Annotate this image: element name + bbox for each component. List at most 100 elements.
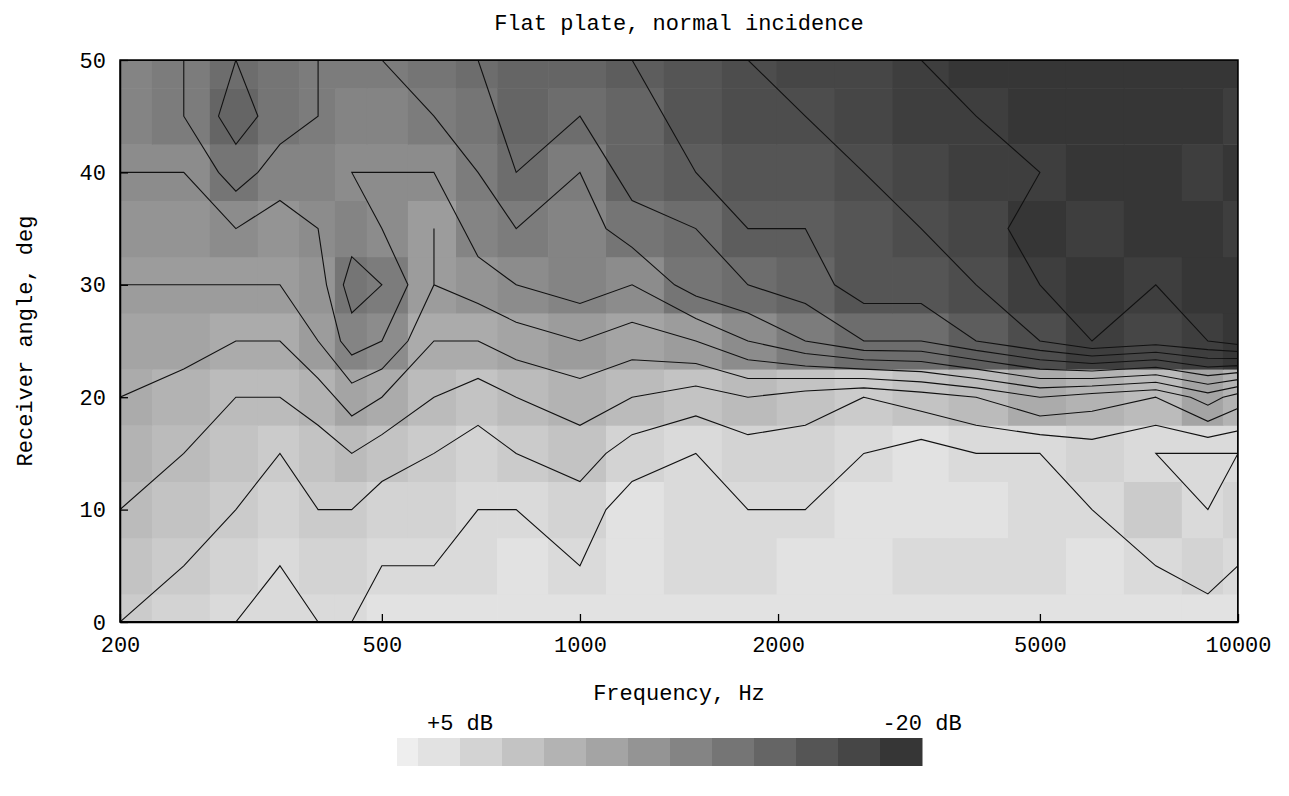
heatmap-cell xyxy=(335,257,367,314)
heatmap-cell xyxy=(497,144,548,201)
colorbar-step xyxy=(460,738,503,766)
heatmap-cell xyxy=(299,201,335,258)
contour-line xyxy=(120,60,1238,622)
heatmap-cell xyxy=(258,144,300,201)
tick-mark xyxy=(1238,614,1239,622)
heatmap-cell xyxy=(835,482,893,539)
heatmap-cell xyxy=(1008,482,1066,539)
heatmap-cell xyxy=(548,594,606,622)
heatmap-cell xyxy=(152,88,210,145)
heatmap-cell xyxy=(664,482,722,539)
tick-label: 5000 xyxy=(1014,634,1067,659)
heatmap-cell xyxy=(548,313,606,370)
heatmap-cell xyxy=(1182,201,1224,258)
heatmap-cell xyxy=(210,144,259,201)
heatmap-cell xyxy=(664,594,722,622)
heatmap-cell xyxy=(606,594,664,622)
tick-mark xyxy=(580,614,581,622)
heatmap-cell xyxy=(497,369,548,426)
heatmap-cell xyxy=(497,201,548,258)
contour-line xyxy=(120,60,1238,622)
heatmap-cell xyxy=(210,425,259,482)
heatmap-cell xyxy=(299,594,335,622)
heatmap-cell xyxy=(1124,594,1182,622)
heatmap-cell xyxy=(408,60,457,89)
heatmap-cell xyxy=(1066,257,1124,314)
heatmap-cell xyxy=(258,594,300,622)
heatmap-cell xyxy=(210,538,259,595)
heatmap-cell xyxy=(299,425,335,482)
heatmap-cell xyxy=(408,257,457,314)
heatmap-cell xyxy=(1223,538,1238,595)
heatmap-cell xyxy=(722,594,777,622)
heatmap-cell xyxy=(664,88,722,145)
heatmap-cell xyxy=(335,594,367,622)
heatmap-cell xyxy=(664,538,722,595)
heatmap-cell xyxy=(1223,60,1238,89)
heatmap-cell xyxy=(664,144,722,201)
tick: 0 xyxy=(93,612,128,637)
heatmap-cell xyxy=(949,144,1009,201)
heatmap-cell xyxy=(1066,144,1124,201)
colorbar-step xyxy=(880,738,923,766)
title: Flat plate, normal incidence xyxy=(494,12,864,37)
tick: 10000 xyxy=(1205,614,1271,659)
heatmap-cell xyxy=(835,88,893,145)
heatmap-cell xyxy=(258,201,300,258)
tick-label: 10 xyxy=(80,499,106,524)
heatmap-cell xyxy=(152,201,210,258)
heatmap-cell xyxy=(497,538,548,595)
contour-line xyxy=(120,172,1238,622)
heatmap-cell xyxy=(777,594,835,622)
heatmap-cell xyxy=(1008,594,1066,622)
heatmap-cell xyxy=(152,369,210,426)
heatmap-cell xyxy=(722,60,777,89)
heatmap-cell xyxy=(335,201,367,258)
contour-line xyxy=(120,229,1238,622)
heatmap-cell xyxy=(1124,201,1182,258)
heatmap-cell xyxy=(367,201,409,258)
tick-label: 500 xyxy=(363,634,403,659)
tick: 50 xyxy=(80,50,128,75)
heatmap-cell xyxy=(1223,369,1238,426)
heatmap-cell xyxy=(722,538,777,595)
heatmap-cell xyxy=(664,425,722,482)
tick-label: 20 xyxy=(80,387,106,412)
contour-line xyxy=(120,341,1238,622)
heatmap-cell xyxy=(1182,594,1224,622)
tick: 30 xyxy=(80,274,128,299)
heatmap-cell xyxy=(210,594,259,622)
heatmap-cell xyxy=(1008,144,1066,201)
heatmap-cell xyxy=(722,144,777,201)
colorbar-step xyxy=(838,738,881,766)
colorbar-step xyxy=(418,738,461,766)
heatmap-cell xyxy=(722,88,777,145)
heatmap-cell xyxy=(120,482,152,539)
heatmap-cell xyxy=(120,369,152,426)
heatmap-cell xyxy=(367,60,409,89)
tick-label: 200 xyxy=(101,634,141,659)
heatmap-cell xyxy=(777,538,835,595)
heatmap-cell xyxy=(949,538,1009,595)
heatmap-cell xyxy=(120,201,152,258)
tick-mark xyxy=(382,614,383,622)
contour-line xyxy=(120,378,1238,622)
heatmap-cell xyxy=(664,201,722,258)
heatmap-cell xyxy=(1223,482,1238,539)
heatmap-cell xyxy=(456,257,498,314)
contours xyxy=(120,60,1238,622)
heatmap-cell xyxy=(606,60,664,89)
colorbar-step xyxy=(502,738,545,766)
heatmap-cell xyxy=(1223,144,1238,201)
colorbar-step xyxy=(754,738,797,766)
tick-mark xyxy=(120,509,128,510)
heatmap-cell xyxy=(1066,538,1124,595)
heatmap-cell xyxy=(548,482,606,539)
heatmap-cell xyxy=(497,594,548,622)
plot-frame xyxy=(120,60,1238,622)
heatmap-cell xyxy=(1182,313,1224,370)
heatmap-cell xyxy=(892,88,949,145)
tick-mark xyxy=(1040,614,1041,622)
heatmap-cell xyxy=(892,594,949,622)
heatmap-cell xyxy=(1066,313,1124,370)
